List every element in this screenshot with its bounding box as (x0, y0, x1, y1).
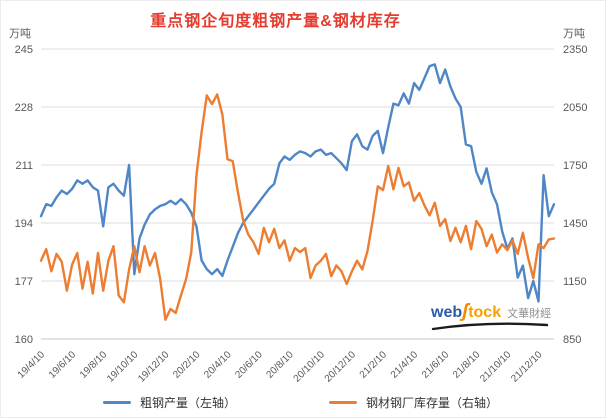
x-axis-tick-label: 20/12/10 (323, 349, 359, 385)
left-axis-tick-label: 228 (15, 102, 33, 114)
left-axis-tick-label: 211 (15, 160, 33, 172)
legend-item-production: 粗钢产量（左轴） (103, 392, 236, 412)
webstock-logo-web: web (431, 304, 463, 321)
right-axis-tick-label: 2050 (563, 102, 587, 114)
x-axis-tick-label: 20/4/10 (202, 349, 234, 381)
x-axis-tick-label: 21/2/10 (358, 349, 390, 381)
x-axis-tick-label: 20/10/10 (292, 349, 328, 385)
right-axis-tick-labels: 2350 2050 1750 1450 1150 850 (563, 44, 587, 346)
x-axis-tick-label: 19/12/10 (136, 349, 172, 385)
legend-label-inventory: 钢材钢厂库存量（右轴） (366, 395, 499, 410)
webstock-s-swoosh-icon: ʃ (462, 301, 469, 322)
webstock-brand-chinese: 文華財經 (507, 308, 552, 320)
left-axis-tick-labels: 245 228 211 194 177 160 (15, 44, 33, 346)
x-axis-tick-label: 20/6/10 (233, 349, 265, 381)
inventory-line (39, 93, 556, 321)
x-axis-tick-label: 20/2/10 (171, 349, 203, 381)
left-axis-unit-label: 万吨 (9, 28, 31, 40)
right-axis-unit-label: 万吨 (563, 28, 585, 40)
watermark-swoosh-icon (431, 322, 549, 331)
inventory-line-swatch-icon (329, 400, 357, 404)
production-line (39, 63, 556, 303)
x-axis-tick-label: 19/4/10 (16, 349, 48, 381)
legend-item-inventory: 钢材钢厂库存量（右轴） (329, 392, 498, 412)
left-axis-tick-label: 245 (15, 44, 33, 56)
right-axis-tick-label: 1450 (563, 218, 587, 230)
legend-label-production: 粗钢产量（左轴） (140, 395, 237, 410)
left-axis-tick-label: 160 (15, 334, 33, 346)
left-axis-tick-label: 177 (15, 276, 33, 288)
production-line-swatch-icon (103, 400, 131, 404)
left-axis-tick-label: 194 (15, 218, 33, 230)
x-axis-tick-label: 19/10/10 (105, 349, 141, 385)
right-axis-tick-label: 1150 (563, 276, 587, 288)
series-lines (39, 63, 556, 321)
chart-title: 重点钢企旬度粗钢产量&钢材库存 (150, 13, 401, 30)
webstock-logo-tock: tock (468, 304, 502, 321)
right-axis-tick-label: 2350 (563, 44, 587, 56)
x-axis-tick-label: 21/6/10 (420, 349, 452, 381)
x-axis-tick-label: 21/12/10 (509, 349, 545, 385)
chart-legend: 粗钢产量（左轴） 钢材钢厂库存量（右轴） (1, 392, 605, 412)
x-axis-tick-label: 21/10/10 (478, 349, 514, 385)
webstock-watermark: webʃtock 文華財經 (431, 302, 563, 331)
right-axis-tick-label: 1750 (563, 160, 587, 172)
right-axis-tick-label: 850 (563, 334, 581, 346)
x-axis-tick-label: 19/6/10 (47, 349, 79, 381)
x-axis-tick-label: 21/4/10 (389, 349, 421, 381)
